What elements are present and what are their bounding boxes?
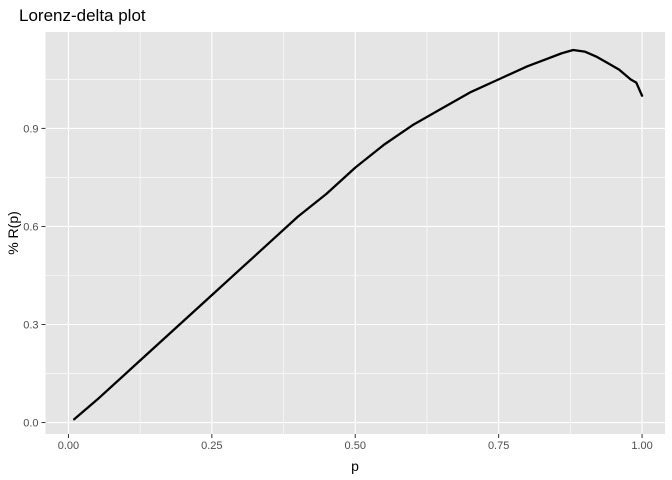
major-gridlines — [45, 32, 665, 434]
chart-title: Lorenz-delta plot — [19, 6, 146, 25]
y-tick-label: 0.3 — [23, 320, 38, 332]
y-axis-title: % R(p) — [5, 211, 21, 255]
x-tick-label: 1.00 — [631, 440, 652, 452]
x-tick-label: 0.00 — [58, 440, 79, 452]
series-line — [73, 48, 644, 421]
x-tick-label: 0.50 — [345, 440, 366, 452]
y-axis-ticks: 0.0 0.3 0.6 0.9 — [23, 123, 46, 430]
x-axis-title: p — [351, 458, 359, 474]
x-tick-label: 0.75 — [488, 440, 509, 452]
y-tick-label: 0.6 — [23, 221, 38, 233]
x-tick-label: 0.25 — [201, 440, 222, 452]
y-tick-label: 0.9 — [23, 123, 38, 135]
x-axis-ticks: 0.00 0.25 0.50 0.75 1.00 — [58, 434, 653, 452]
y-tick-label: 0.0 — [23, 418, 38, 430]
